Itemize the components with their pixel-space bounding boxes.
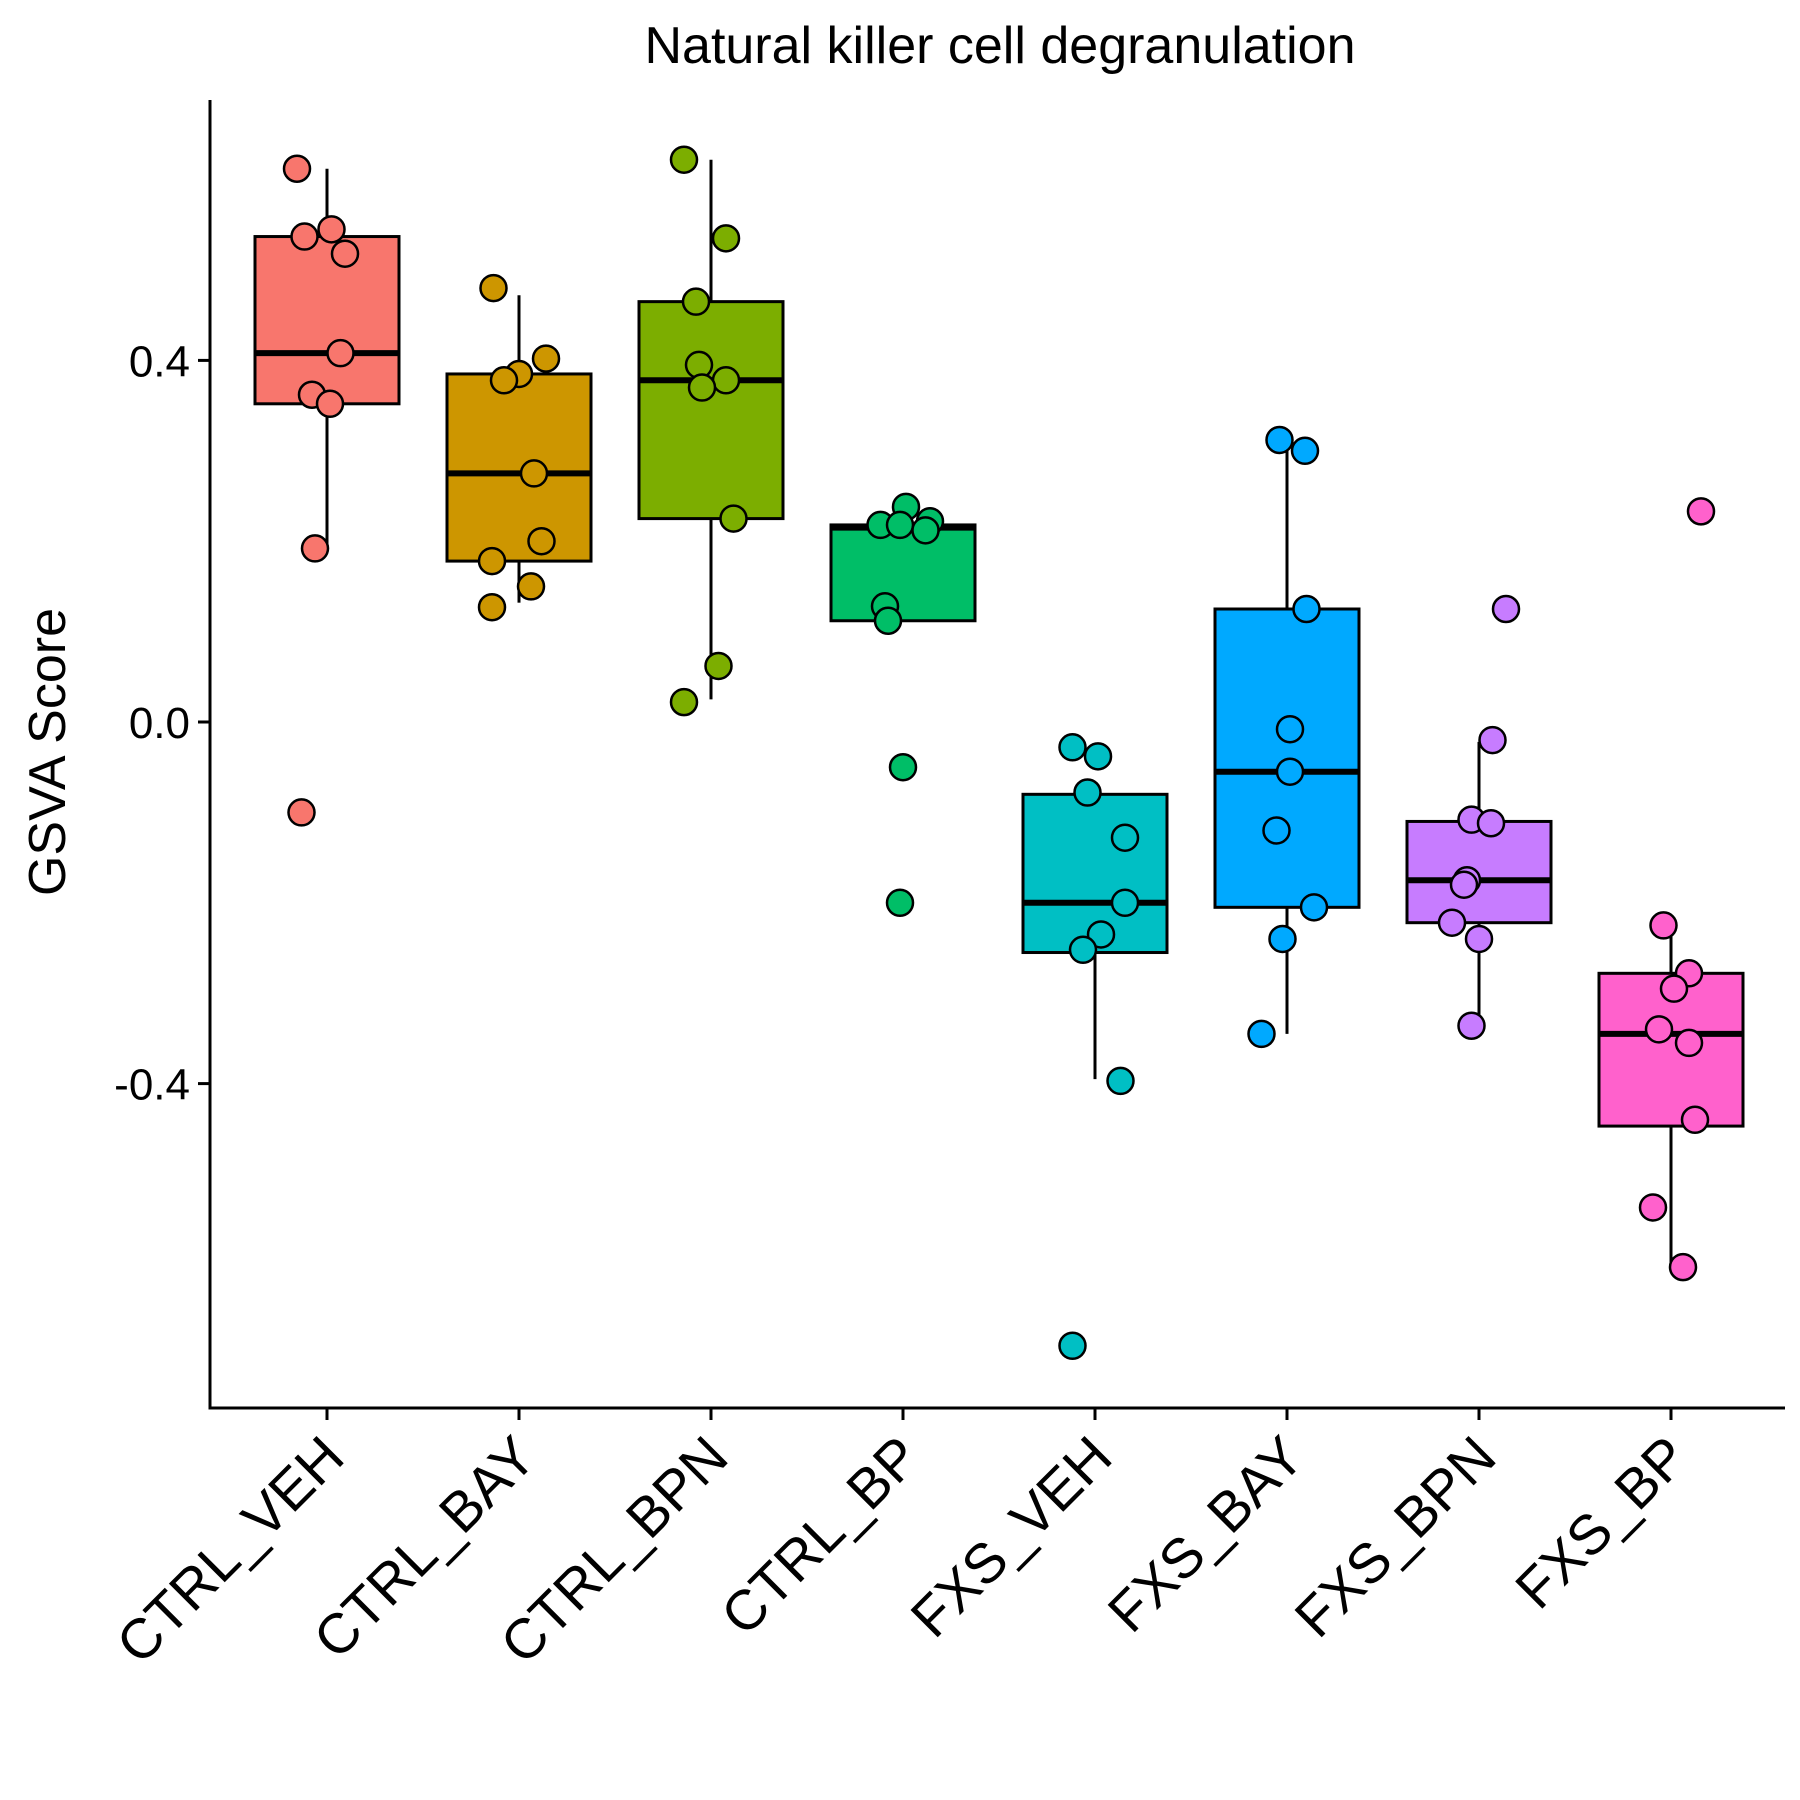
data-point: [1058, 1331, 1087, 1361]
data-point: [704, 651, 733, 681]
box: [637, 300, 785, 521]
data-point: [287, 798, 316, 827]
data-point: [1110, 823, 1140, 852]
data-point: [681, 287, 711, 316]
data-point: [1649, 911, 1678, 940]
data-point: [1644, 1015, 1674, 1044]
data-point: [1083, 742, 1113, 771]
box: [829, 523, 977, 623]
box-group-fxs-veh: [1021, 733, 1169, 1361]
data-point: [1262, 816, 1291, 845]
data-point: [911, 516, 940, 545]
data-point: [1275, 757, 1305, 786]
plot-area: -0.40.00.4CTRL_VEHCTRL_BAYCTRL_BPNCTRL_B…: [104, 100, 1785, 1675]
data-point: [1464, 924, 1494, 954]
data-point: [1058, 733, 1087, 762]
data-point: [1292, 594, 1321, 624]
data-point: [1110, 888, 1140, 918]
x-tick-label: CTRL_BP: [709, 1424, 932, 1647]
x-tick-label: FXS_BAY: [1096, 1424, 1316, 1644]
data-point: [326, 338, 355, 368]
data-point: [479, 273, 508, 303]
x-tick-label: FXS_BPN: [1282, 1424, 1507, 1649]
data-point: [1491, 594, 1521, 624]
data-point: [1457, 1011, 1486, 1040]
data-point: [290, 222, 319, 251]
box-group-ctrl-bay: [445, 273, 593, 622]
box-group-fxs-bay: [1213, 425, 1361, 1049]
data-point: [1068, 935, 1098, 965]
box-group-fxs-bp: [1597, 497, 1745, 1282]
data-point: [711, 224, 741, 253]
chart-title: Natural killer cell degranulation: [644, 17, 1355, 75]
data-point: [527, 526, 556, 556]
data-point: [282, 154, 312, 184]
data-point: [1299, 893, 1329, 922]
data-point: [1106, 1066, 1135, 1096]
y-tick-label: -0.4: [114, 1061, 190, 1110]
data-point: [1638, 1193, 1668, 1222]
data-point: [1247, 1019, 1276, 1049]
y-tick-label: 0.0: [129, 699, 190, 748]
data-point: [315, 389, 345, 419]
data-point: [873, 606, 903, 636]
data-point: [477, 592, 507, 622]
data-point: [1686, 497, 1716, 526]
data-point: [711, 366, 741, 395]
data-point: [1449, 870, 1479, 899]
box: [253, 235, 401, 406]
x-tick-label: FXS_BP: [1503, 1424, 1699, 1620]
y-axis-label: GSVA Score: [19, 608, 77, 896]
box: [1405, 819, 1553, 925]
data-point: [531, 344, 561, 373]
data-point: [330, 239, 360, 268]
data-point: [1478, 725, 1507, 755]
box-group-ctrl-bp: [829, 492, 977, 918]
data-point: [300, 534, 330, 563]
data-point: [888, 752, 918, 782]
data-point: [1268, 924, 1297, 954]
data-point: [1668, 1252, 1698, 1282]
data-point: [317, 215, 346, 244]
data-point: [1086, 920, 1116, 949]
data-point: [1476, 808, 1506, 838]
data-point: [519, 459, 549, 488]
data-point: [885, 888, 915, 918]
data-point: [516, 572, 546, 601]
data-point: [1275, 714, 1305, 744]
data-point: [719, 504, 748, 533]
box-group-ctrl-bpn: [637, 145, 785, 717]
data-point: [669, 145, 699, 174]
data-point: [1073, 778, 1102, 807]
data-point: [1265, 425, 1294, 455]
data-point: [1674, 1028, 1704, 1058]
data-point: [1659, 974, 1689, 1003]
box: [445, 372, 593, 563]
data-point: [687, 373, 717, 402]
box-group-ctrl-veh: [253, 154, 401, 827]
data-point: [669, 687, 699, 717]
box-group-fxs-bpn: [1405, 594, 1553, 1040]
y-tick-label: 0.4: [129, 337, 190, 386]
data-point: [1680, 1105, 1710, 1135]
data-point: [885, 510, 915, 540]
data-point: [489, 366, 519, 395]
data-point: [1290, 436, 1320, 466]
box: [1213, 607, 1361, 909]
x-tick-label: FXS_VEH: [898, 1424, 1123, 1649]
data-point: [477, 546, 507, 576]
data-point: [1437, 908, 1467, 937]
